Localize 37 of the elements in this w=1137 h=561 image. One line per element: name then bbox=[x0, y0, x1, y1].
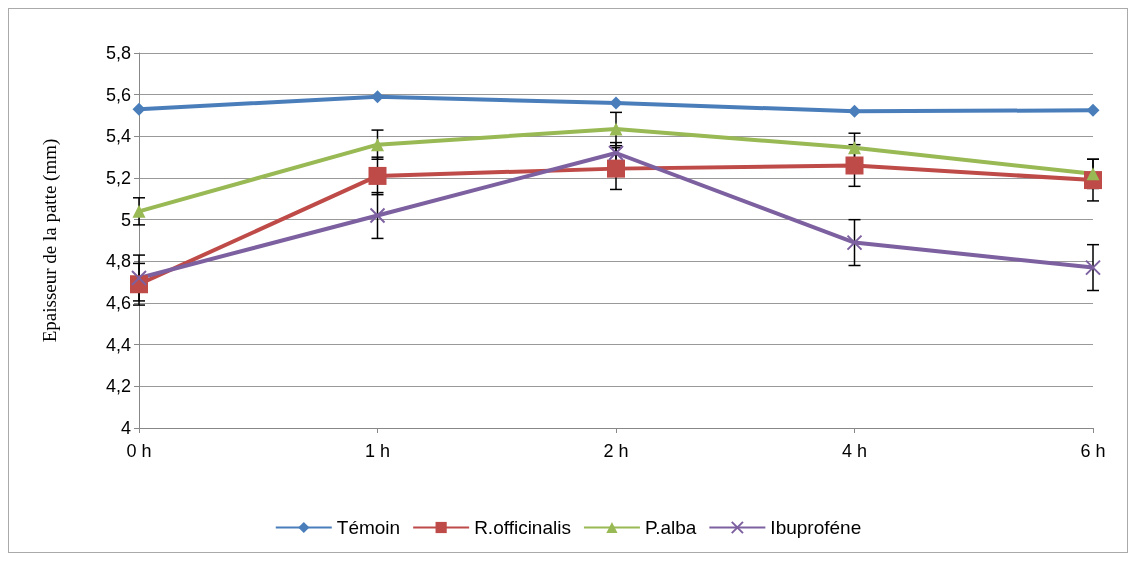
point bbox=[132, 102, 146, 116]
point bbox=[608, 145, 624, 161]
x-tick-label: 1 h bbox=[364, 441, 391, 461]
point bbox=[1085, 259, 1101, 276]
legend-label: Ibuproféne bbox=[770, 517, 862, 538]
point bbox=[368, 166, 387, 185]
point bbox=[371, 90, 384, 104]
x-tick-label: 4 h bbox=[841, 441, 868, 461]
y-tick-label: 5,6 bbox=[105, 84, 131, 105]
y-tick-label: 5,8 bbox=[105, 43, 131, 63]
legend-label: R.officinalis bbox=[474, 517, 571, 538]
y-tick-label: 4 bbox=[120, 418, 131, 438]
point bbox=[609, 122, 623, 136]
point bbox=[369, 207, 386, 224]
point bbox=[607, 159, 625, 178]
y-axis-title: Epaisseur de la patte (mm) bbox=[39, 138, 61, 343]
point bbox=[846, 234, 863, 251]
x-tick-label: 2 h bbox=[603, 441, 629, 461]
legend-label: Témoin bbox=[336, 517, 401, 538]
y-tick-label: 5,4 bbox=[105, 126, 131, 147]
y-tick-label: 4,6 bbox=[105, 293, 131, 313]
y-tick-label: 5 bbox=[120, 209, 131, 230]
y-tick-label: 4,8 bbox=[105, 251, 131, 272]
point bbox=[131, 270, 147, 286]
y-tick-label: 4,4 bbox=[105, 334, 131, 355]
point bbox=[845, 156, 864, 175]
point bbox=[132, 204, 146, 218]
y-tick-label: 5,2 bbox=[105, 168, 131, 188]
x-tick-label: 6 h bbox=[1080, 441, 1106, 461]
legend-label: P.alba bbox=[644, 517, 697, 538]
point bbox=[848, 104, 861, 118]
point bbox=[1086, 103, 1100, 117]
point bbox=[609, 96, 623, 110]
x-tick-label: 0 h bbox=[126, 441, 152, 461]
point bbox=[848, 141, 861, 155]
y-tick-label: 4,2 bbox=[105, 376, 131, 397]
point bbox=[371, 138, 384, 152]
